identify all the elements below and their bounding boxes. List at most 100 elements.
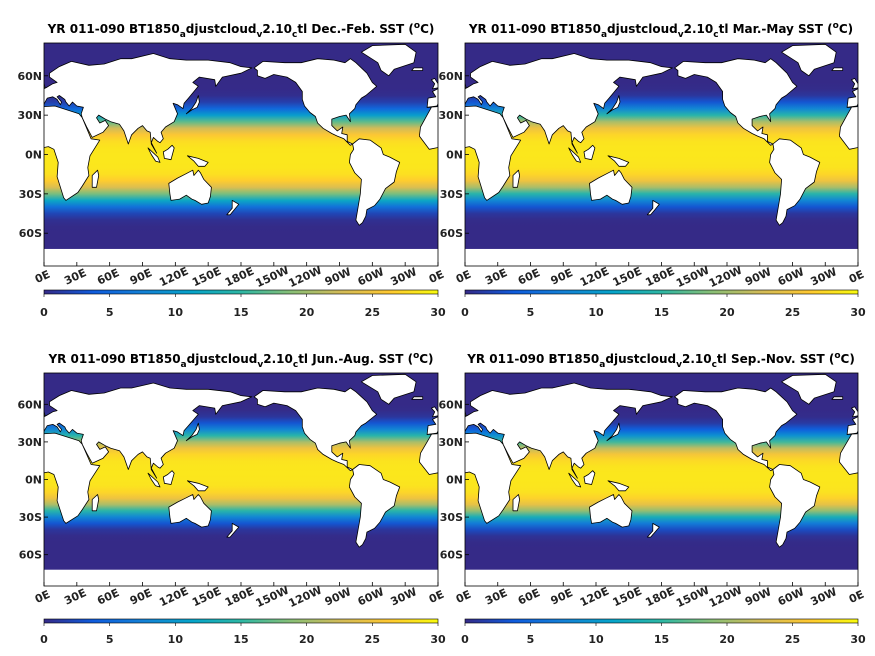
y-tick-label: 30N bbox=[17, 109, 42, 122]
panel-2: YR 011-090 BT1850adjustcloudv2.10ctl Mar… bbox=[438, 21, 866, 319]
colorbar-tick-label: 10 bbox=[588, 306, 604, 319]
colorbar-tick-label: 20 bbox=[719, 633, 735, 646]
land-polygon bbox=[349, 464, 401, 548]
land-polygon bbox=[846, 88, 858, 108]
x-tick-label: 120E bbox=[578, 264, 611, 289]
x-tick-label: 30E bbox=[62, 586, 88, 607]
land-polygon bbox=[162, 470, 175, 485]
colorbar-tick-label: 20 bbox=[719, 306, 735, 319]
colorbar-tick-label: 30 bbox=[430, 633, 446, 646]
land-polygon bbox=[431, 78, 438, 90]
land-polygon bbox=[162, 144, 175, 161]
land-polygon bbox=[607, 155, 630, 167]
colorbar-tick-label: 0 bbox=[461, 306, 469, 319]
land-polygon bbox=[147, 472, 161, 488]
x-tick-label: 90W bbox=[323, 585, 353, 608]
x-tick-label: 150E bbox=[190, 264, 223, 289]
x-tick-label: 90W bbox=[743, 265, 773, 288]
x-tick-label: 0E bbox=[454, 588, 473, 606]
colorbar-tick-label: 20 bbox=[299, 633, 315, 646]
colorbar: 0 5 10 15 20 25 30 bbox=[461, 289, 866, 319]
y-tick-label: 60S bbox=[19, 227, 42, 240]
land-polygon bbox=[606, 422, 621, 442]
x-tick-label: 120E bbox=[578, 584, 611, 609]
y-tick-label: 30N bbox=[438, 109, 463, 122]
y-tick-label: 0N bbox=[446, 149, 463, 162]
x-tick-label: 150W bbox=[254, 584, 291, 611]
x-tick-label: 90E bbox=[128, 266, 154, 287]
land-polygon bbox=[0, 465, 6, 548]
colorbar-tick-label: 5 bbox=[106, 633, 114, 646]
colorbar-tick-label: 30 bbox=[850, 306, 866, 319]
colorbar-ramp bbox=[43, 618, 439, 624]
land-polygon bbox=[839, 433, 858, 475]
x-tick-label: 180E bbox=[643, 584, 676, 609]
colorbar-tick-label: 0 bbox=[40, 633, 48, 646]
panel-title: YR 011-090 BT1850adjustcloudv2.10ctl Jun… bbox=[47, 351, 433, 370]
y-tick-label: 60N bbox=[17, 70, 42, 83]
x-tick-label: 0E bbox=[847, 588, 866, 606]
y-tick-label: 30N bbox=[17, 436, 42, 449]
land-polygon bbox=[465, 382, 673, 479]
y-tick-label: 30S bbox=[440, 188, 463, 201]
antarctica bbox=[465, 569, 858, 586]
land-polygon bbox=[44, 432, 101, 524]
land-polygon bbox=[851, 78, 858, 90]
colorbar-tick-label: 25 bbox=[785, 633, 800, 646]
x-tick-label: 0E bbox=[847, 268, 866, 286]
land-polygon bbox=[781, 43, 837, 77]
land-polygon bbox=[361, 43, 417, 77]
x-tick-label: 0E bbox=[427, 588, 446, 606]
land-polygon bbox=[846, 416, 858, 435]
x-tick-label: 120W bbox=[287, 264, 324, 291]
y-tick-label: 60S bbox=[440, 549, 463, 562]
land-polygon bbox=[465, 432, 522, 524]
x-tick-label: 0E bbox=[33, 588, 52, 606]
y-tick-label: 0N bbox=[446, 474, 463, 487]
colorbar-tick-label: 25 bbox=[365, 633, 380, 646]
y-tick-label: 0N bbox=[25, 474, 42, 487]
antarctica bbox=[44, 248, 438, 266]
colorbar-tick-label: 30 bbox=[850, 633, 866, 646]
land-polygon bbox=[831, 396, 844, 400]
land-polygon bbox=[185, 422, 200, 442]
sst-map bbox=[44, 43, 438, 266]
colorbar-tick-label: 10 bbox=[168, 633, 184, 646]
land-polygon bbox=[512, 169, 520, 188]
panel-3: YR 011-090 BT1850adjustcloudv2.10ctl Jun… bbox=[0, 351, 446, 646]
sst-map bbox=[465, 43, 858, 266]
colorbar-tick-label: 15 bbox=[654, 306, 669, 319]
x-tick-label: 0E bbox=[427, 268, 446, 286]
x-tick-label: 30W bbox=[809, 265, 839, 288]
colorbar-tick-label: 15 bbox=[233, 306, 248, 319]
land-polygon bbox=[349, 138, 401, 226]
y-tick-label: 0N bbox=[25, 149, 42, 162]
land-polygon bbox=[465, 53, 673, 154]
colorbar-tick-label: 15 bbox=[654, 633, 669, 646]
sst-map bbox=[0, 373, 438, 586]
y-tick-label: 60N bbox=[17, 398, 42, 411]
colorbar-ramp bbox=[464, 618, 859, 624]
land-polygon bbox=[589, 169, 633, 205]
land-polygon bbox=[606, 95, 621, 115]
land-polygon bbox=[674, 387, 798, 472]
colorbar-tick-label: 5 bbox=[527, 306, 535, 319]
land-polygon bbox=[426, 88, 438, 108]
x-tick-label: 0E bbox=[454, 268, 473, 286]
land-polygon bbox=[419, 106, 438, 150]
land-polygon bbox=[674, 58, 798, 146]
land-polygon bbox=[589, 494, 633, 528]
y-tick-label: 60S bbox=[440, 227, 463, 240]
x-tick-label: 60E bbox=[516, 266, 542, 287]
x-tick-label: 60E bbox=[516, 586, 542, 607]
x-tick-label: 60W bbox=[356, 265, 386, 288]
panels-root: YR 011-090 BT1850adjustcloudv2.10ctl Dec… bbox=[0, 21, 866, 646]
colorbar-tick-label: 25 bbox=[365, 306, 380, 319]
land-polygon bbox=[419, 433, 438, 475]
colorbar-tick-label: 0 bbox=[461, 633, 469, 646]
panel-1: YR 011-090 BT1850adjustcloudv2.10ctl Dec… bbox=[17, 21, 446, 319]
x-tick-label: 120E bbox=[157, 584, 190, 609]
x-tick-label: 180E bbox=[223, 584, 256, 609]
x-tick-label: 120W bbox=[287, 584, 324, 611]
land-polygon bbox=[607, 480, 630, 492]
